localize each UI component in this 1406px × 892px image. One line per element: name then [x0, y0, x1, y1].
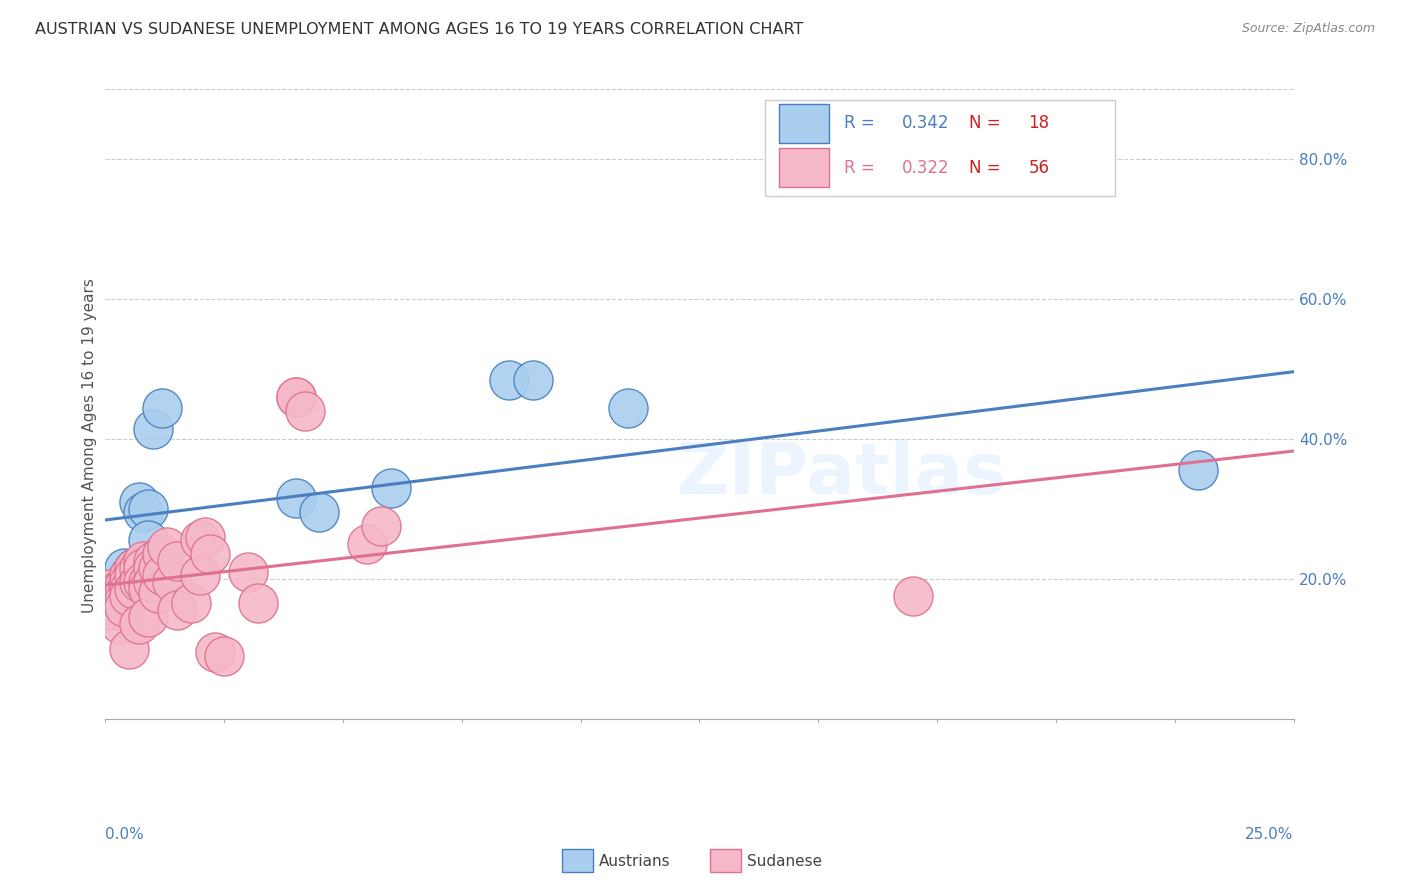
Point	[214, 648, 236, 663]
Point	[108, 603, 131, 617]
Text: 56: 56	[1029, 159, 1050, 177]
Point	[122, 561, 145, 575]
Point	[180, 596, 202, 610]
Point	[108, 582, 131, 597]
Point	[122, 568, 145, 582]
Text: N =: N =	[969, 159, 1007, 177]
Point	[114, 586, 136, 600]
Text: 0.342: 0.342	[901, 114, 949, 132]
Point	[160, 575, 183, 590]
FancyBboxPatch shape	[779, 148, 830, 187]
Point	[136, 502, 159, 516]
Point	[166, 603, 188, 617]
Point	[152, 401, 174, 415]
Point	[132, 506, 155, 520]
Point	[136, 533, 159, 548]
Point	[98, 603, 121, 617]
Point	[142, 421, 165, 435]
Point	[118, 575, 141, 590]
Point	[118, 590, 141, 604]
Point	[152, 548, 174, 562]
Point	[356, 537, 378, 551]
Point	[204, 645, 226, 659]
Point	[194, 530, 217, 544]
Point	[142, 561, 165, 575]
Point	[114, 561, 136, 575]
Point	[108, 617, 131, 632]
Text: 0.0%: 0.0%	[105, 827, 145, 841]
Point	[142, 575, 165, 590]
Point	[104, 590, 127, 604]
Text: 25.0%: 25.0%	[1246, 827, 1294, 841]
Point	[522, 372, 544, 386]
Point	[142, 554, 165, 568]
Text: N =: N =	[969, 114, 1007, 132]
Point	[136, 582, 159, 597]
Text: 18: 18	[1029, 114, 1050, 132]
Point	[108, 590, 131, 604]
Text: AUSTRIAN VS SUDANESE UNEMPLOYMENT AMONG AGES 16 TO 19 YEARS CORRELATION CHART: AUSTRIAN VS SUDANESE UNEMPLOYMENT AMONG …	[35, 22, 803, 37]
Point	[166, 554, 188, 568]
Text: Source: ZipAtlas.com: Source: ZipAtlas.com	[1241, 22, 1375, 36]
Point	[128, 617, 150, 632]
Text: R =: R =	[845, 159, 880, 177]
Text: ZIPatlas: ZIPatlas	[678, 440, 1007, 509]
Point	[380, 481, 402, 495]
Point	[903, 590, 925, 604]
Point	[114, 593, 136, 607]
Text: 0.322: 0.322	[901, 159, 949, 177]
FancyBboxPatch shape	[779, 103, 830, 143]
Point	[136, 610, 159, 624]
Point	[294, 404, 316, 418]
Point	[128, 575, 150, 590]
Point	[136, 575, 159, 590]
Point	[128, 582, 150, 597]
Point	[132, 575, 155, 590]
Point	[498, 372, 520, 386]
Text: R =: R =	[845, 114, 880, 132]
FancyBboxPatch shape	[765, 100, 1115, 196]
Point	[128, 495, 150, 509]
Point	[98, 582, 121, 597]
Point	[118, 641, 141, 656]
Point	[98, 596, 121, 610]
Point	[146, 561, 169, 575]
Point	[118, 582, 141, 597]
Point	[132, 554, 155, 568]
Point	[128, 561, 150, 575]
Point	[118, 568, 141, 582]
Point	[236, 565, 259, 579]
Point	[284, 491, 307, 506]
Point	[1187, 463, 1209, 477]
Point	[308, 506, 330, 520]
Point	[152, 568, 174, 582]
Point	[132, 561, 155, 575]
Point	[190, 568, 212, 582]
Point	[104, 596, 127, 610]
Point	[114, 599, 136, 614]
Point	[114, 575, 136, 590]
Point	[246, 596, 269, 610]
Text: Sudanese: Sudanese	[747, 855, 821, 869]
Y-axis label: Unemployment Among Ages 16 to 19 years: Unemployment Among Ages 16 to 19 years	[82, 278, 97, 614]
Point	[370, 519, 392, 533]
Point	[156, 541, 179, 555]
Point	[284, 390, 307, 404]
Point	[617, 401, 640, 415]
Point	[122, 561, 145, 575]
Point	[198, 548, 221, 562]
Point	[114, 579, 136, 593]
Point	[118, 568, 141, 582]
Point	[122, 582, 145, 597]
Point	[190, 533, 212, 548]
Point	[284, 390, 307, 404]
Text: Austrians: Austrians	[599, 855, 671, 869]
Point	[146, 586, 169, 600]
